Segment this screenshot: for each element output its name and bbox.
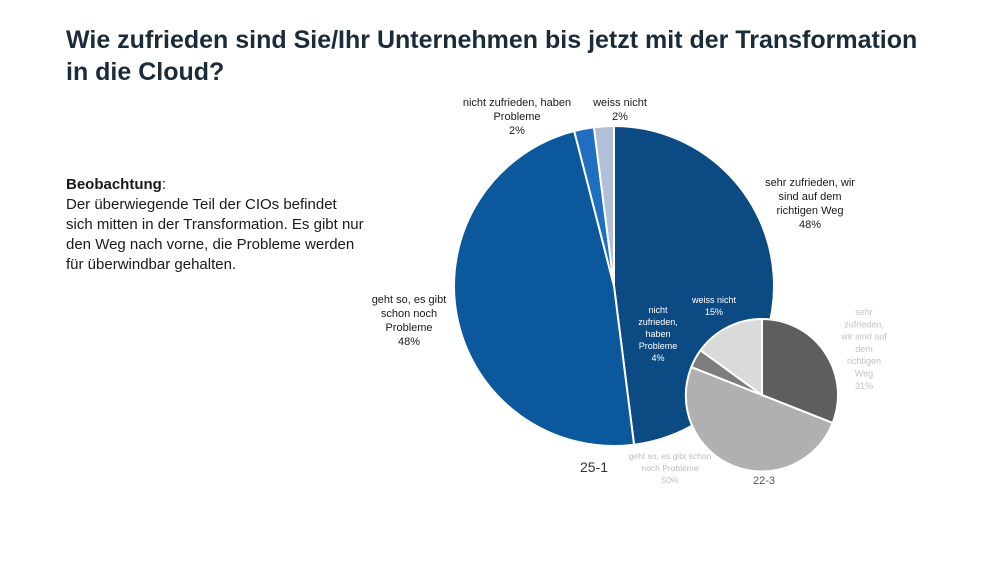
pie-22-3-label-nicht-zufrieden-haben-probleme: nicht zufrieden, haben Probleme 4% bbox=[638, 305, 678, 363]
pie-22-3-slice-sehr-zufrieden-wir-sind-auf-dem-richtigen-weg bbox=[761, 317, 839, 425]
pie-25-1-caption: 25-1 bbox=[580, 459, 608, 475]
pie-25-1-label-sehr-zufrieden-wir-sind-auf-dem-richtigen-weg: sehr zufrieden, wir sind auf dem richtigen… bbox=[765, 177, 855, 231]
pie-25-1-label-geht-so-es-gibt-schon-noch-probleme: geht so, es gibt schon noch Probleme 48% bbox=[372, 294, 447, 348]
pie-22-3-caption: 22-3 bbox=[753, 475, 775, 487]
pie-labels: sehr zufrieden, wir sind auf dem richtigen… bbox=[372, 97, 888, 487]
observation-heading-colon: : bbox=[161, 176, 167, 193]
pie-22-3-label-weiss-nicht: weiss nicht 15% bbox=[691, 295, 737, 317]
observation-box: Beobachtung: Der überwiegende Teil der C… bbox=[66, 175, 366, 275]
pie-25-1-slice-weiss-nicht bbox=[592, 124, 615, 287]
pie-22-3-slice-geht-so-es-gibt-schon-noch-probleme bbox=[684, 365, 834, 473]
pie-25-1-label-weiss-nicht: weiss nicht 2% bbox=[592, 97, 647, 123]
pie-25-1-slice-geht-so-es-gibt-schon-noch-probleme bbox=[453, 129, 636, 447]
pie-22-3-slice-weiss-nicht bbox=[699, 317, 763, 397]
pie-22-3-label-geht-so-es-gibt-schon-noch-probleme: geht so, es gibt schon noch Probleme 50% bbox=[629, 451, 712, 485]
observation-text: Der überwiegende Teil der CIOs befindet … bbox=[66, 196, 364, 273]
pie-22-3-label-sehr-zufrieden-wir-sind-auf-dem-richtigen-weg: sehr zufrieden, wir sind auf dem richtigen We… bbox=[840, 307, 887, 391]
pie-chart-22-3 bbox=[684, 317, 839, 473]
page-title: Wie zufrieden sind Sie/Ihr Unternehmen b… bbox=[66, 26, 918, 86]
observation-heading: Beobachtung bbox=[66, 176, 162, 193]
pie-25-1-label-nicht-zufrieden-haben-probleme: nicht zufrieden, haben Probleme 2% bbox=[463, 97, 571, 137]
